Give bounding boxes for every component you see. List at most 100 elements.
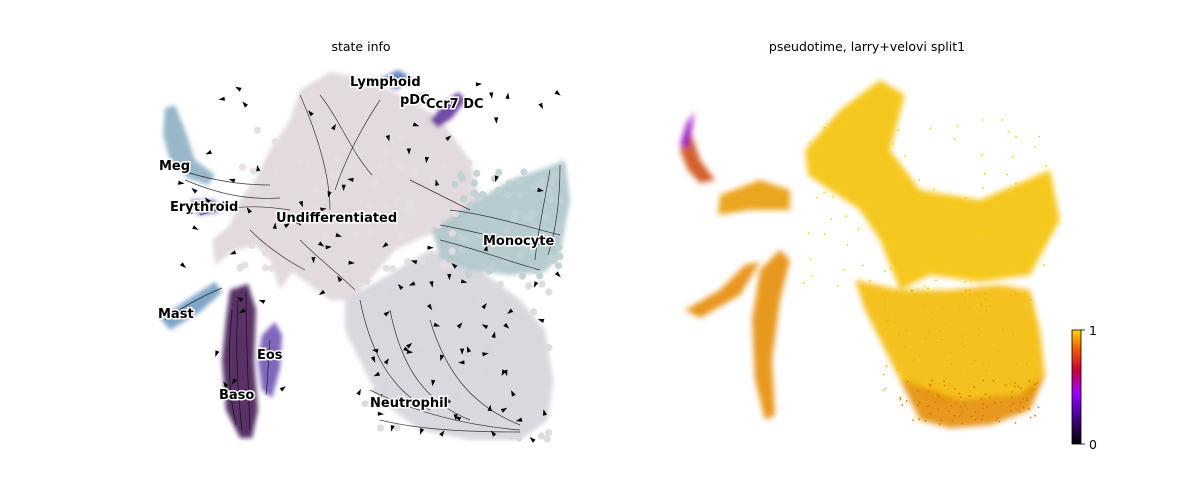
pseudotime-dot xyxy=(899,396,902,399)
pseudotime-dot xyxy=(943,380,946,383)
cell-dot xyxy=(238,163,246,171)
cell-dot xyxy=(504,191,512,199)
velocity-arrow xyxy=(385,134,390,142)
pseudotime-dot xyxy=(823,191,825,194)
pseudotime-dot xyxy=(961,410,964,413)
cell-dot xyxy=(434,221,443,229)
pseudotime-dot xyxy=(884,306,887,308)
velocity-arrow xyxy=(487,404,492,412)
cell-dot xyxy=(434,354,442,362)
cell-dot xyxy=(381,148,389,156)
pseudotime-dot xyxy=(1012,156,1014,158)
pseudotime-dot xyxy=(953,414,956,417)
cell-dot xyxy=(531,266,539,274)
pseudotime-dot xyxy=(1015,182,1017,185)
pseudotime-dot xyxy=(1015,135,1017,138)
cell-dot xyxy=(547,228,555,236)
cell-dot xyxy=(499,343,507,351)
pseudotime-dot xyxy=(985,370,988,372)
cell-dot xyxy=(519,235,527,243)
pseudotime-dot xyxy=(869,280,872,282)
cell-dot xyxy=(529,232,537,240)
label-undifferentiated: Undifferentiated xyxy=(276,211,397,226)
velocity-arrow xyxy=(320,207,327,212)
pseudotime-dot xyxy=(906,380,909,383)
velocity-arrow xyxy=(427,245,434,250)
streamline xyxy=(409,179,471,211)
cell-dot xyxy=(523,414,531,422)
pseudotime-dot xyxy=(940,338,943,340)
pseudotime-dot xyxy=(950,405,953,407)
label-baso: Baso xyxy=(219,388,254,403)
pseudotime-dot xyxy=(938,423,941,426)
cell-dot xyxy=(271,138,279,146)
pseudotime-dot xyxy=(964,404,966,407)
pseudotime-dot xyxy=(958,392,961,395)
cell-dot xyxy=(388,372,396,380)
pseudotime-dot xyxy=(899,398,902,401)
pseudotime-dot xyxy=(1033,231,1036,234)
pseudotime-dot xyxy=(923,285,926,287)
pseudotime-dot xyxy=(925,245,928,248)
pseudotime-dot xyxy=(927,219,930,222)
cell-dot xyxy=(263,199,271,207)
pseudotime-dot xyxy=(982,187,984,190)
pseudotime-dot xyxy=(950,363,953,365)
cell-dot xyxy=(406,199,415,207)
velocity-arrow xyxy=(242,101,248,108)
velocity-arrow xyxy=(235,86,242,92)
pseudotime-dot xyxy=(971,363,974,366)
pseudotime-dot xyxy=(895,292,897,295)
cell-dot xyxy=(440,262,448,270)
velocity-arrow xyxy=(424,156,429,164)
velocity-arrow xyxy=(483,244,488,252)
pseudotime-dot xyxy=(1026,399,1029,402)
pseudotime-embedding-plot xyxy=(680,80,1060,428)
pseudotime-dot xyxy=(979,303,982,305)
pseudotime-dot xyxy=(1022,406,1025,409)
velocity-arrow xyxy=(318,289,326,296)
pseudotime-dot xyxy=(937,408,939,411)
cell-dots xyxy=(236,126,564,443)
velocity-arrow xyxy=(298,200,303,208)
pseudotime-dot xyxy=(936,255,939,258)
pseudotime-dot xyxy=(929,127,932,130)
cell-dot xyxy=(459,195,468,203)
cell-dot xyxy=(404,206,412,214)
pseudotime-dot xyxy=(975,245,978,247)
cell-dot xyxy=(400,379,409,387)
streamline xyxy=(299,239,356,291)
pseudotime-dot xyxy=(1012,402,1015,405)
velocity-arrow xyxy=(458,360,465,365)
velocity-arrow xyxy=(186,209,193,215)
pseudotime-dot xyxy=(965,290,967,293)
cell-dot xyxy=(435,303,443,311)
cell-dot xyxy=(547,196,555,204)
cell-dot xyxy=(362,293,370,301)
cell-dot xyxy=(481,400,489,408)
pseudotime-dot xyxy=(982,379,985,382)
cell-dot xyxy=(352,229,360,237)
cell-dot xyxy=(556,226,564,234)
cluster-regions xyxy=(160,70,570,440)
pseudotime-dot xyxy=(883,270,886,273)
velocity-arrow xyxy=(533,281,539,288)
cell-dot xyxy=(386,326,394,334)
cluster-region-pdc xyxy=(412,92,432,104)
streamline xyxy=(184,179,281,199)
velocity-arrow xyxy=(390,425,395,432)
pseudotime-dot xyxy=(1033,388,1036,391)
cell-dot xyxy=(425,343,433,351)
cell-dot xyxy=(505,179,513,187)
cell-dot xyxy=(547,179,556,187)
cell-dot xyxy=(545,187,554,195)
velocity-arrow xyxy=(495,175,499,182)
pseudotime-dot xyxy=(968,289,971,292)
label-ccr7-dc: Ccr7 DC xyxy=(426,97,484,112)
pseudotime-dot xyxy=(913,293,916,296)
cell-dot xyxy=(492,417,500,426)
pseudotime-dot xyxy=(997,380,1000,383)
pseudotime-dot xyxy=(1034,414,1037,417)
cell-dot xyxy=(429,326,437,334)
streamline xyxy=(534,169,551,261)
